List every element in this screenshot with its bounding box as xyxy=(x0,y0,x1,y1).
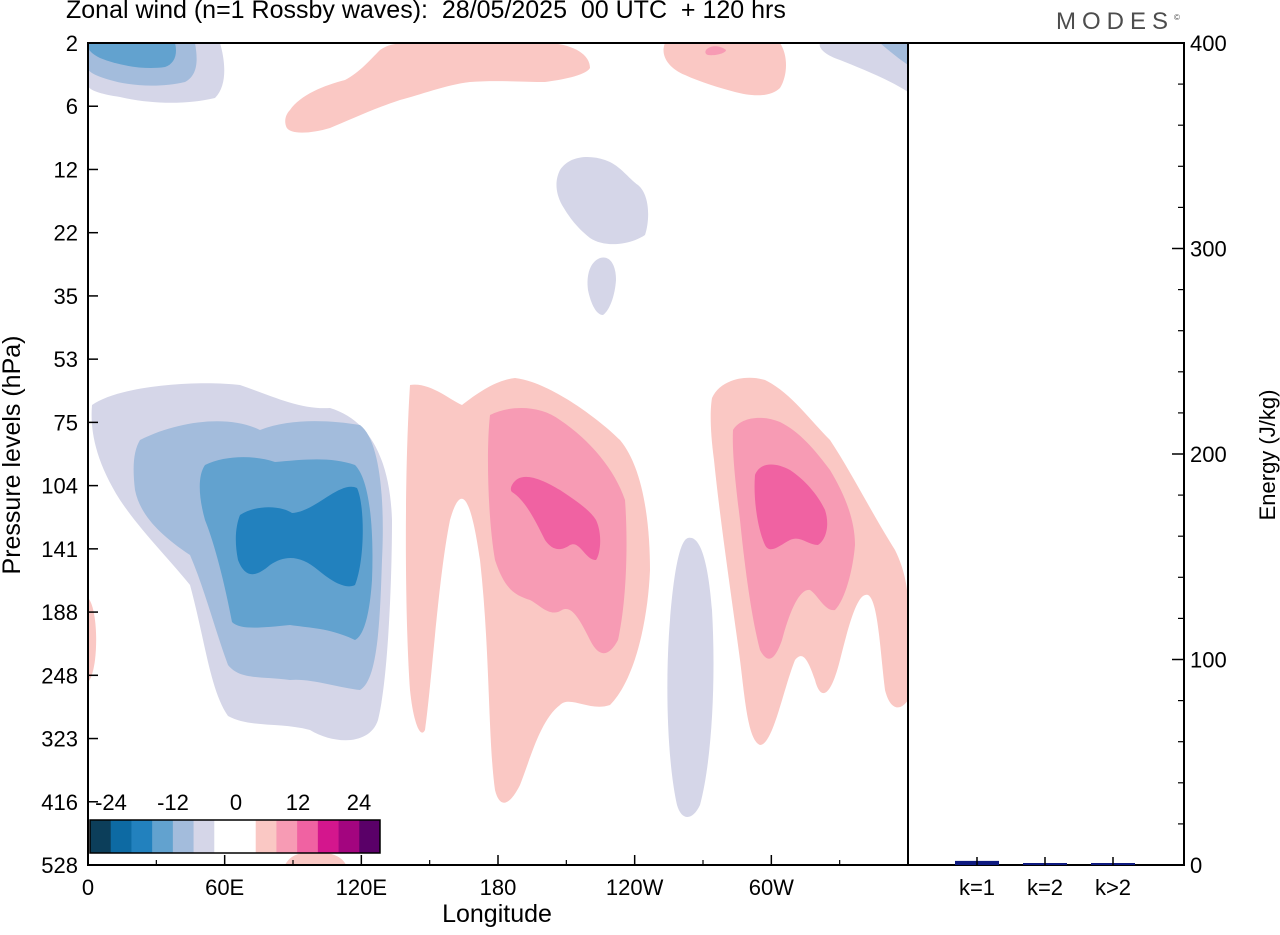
y-tick-label: 528 xyxy=(41,853,78,878)
colorbar-label: 0 xyxy=(230,790,242,815)
upper-neg-level-2 xyxy=(88,43,176,68)
y-tick-label: 248 xyxy=(41,663,78,688)
colorbar-swatch xyxy=(359,820,381,853)
colorbar-swatch xyxy=(297,820,319,853)
x-tick-label: 120W xyxy=(606,875,664,900)
x-tick-label: 60E xyxy=(205,875,244,900)
colorbar-swatch xyxy=(255,820,277,853)
contour-field xyxy=(88,43,908,865)
bottom-pos-shading xyxy=(285,852,346,865)
colorbar-swatch xyxy=(235,820,257,853)
chart-title: Zonal wind (n=1 Rossby waves): 28/05/202… xyxy=(66,0,786,24)
energy-tick-label: 300 xyxy=(1190,237,1227,262)
energy-bars: k=1 k=2 k>2 xyxy=(955,857,1135,900)
x-tick-label: 120E xyxy=(336,875,387,900)
y-tick-label: 104 xyxy=(41,474,78,499)
y-tick-label: 141 xyxy=(41,537,78,562)
colorbar-swatch xyxy=(338,820,360,853)
colorbar-swatch xyxy=(110,820,132,853)
y-tick-label: 6 xyxy=(66,94,78,119)
upper-right-neg-shading xyxy=(819,43,908,92)
colorbar-swatch xyxy=(90,820,112,853)
x-tick-label: 180 xyxy=(480,875,517,900)
energy-axis-label: Energy (J/kg) xyxy=(1255,390,1280,521)
x-axis: 0 60E 120E 180 120W 60W xyxy=(82,855,841,900)
y-tick-label: 323 xyxy=(41,727,78,752)
colorbar-label: 24 xyxy=(347,790,371,815)
colorbar-label: -24 xyxy=(95,790,127,815)
strat-neg-blob-2 xyxy=(587,257,616,315)
upper-pos-shading-2 xyxy=(663,43,786,96)
neg-column xyxy=(667,537,714,818)
pos-cell-1-level-2 xyxy=(510,476,601,560)
colorbar-label: 12 xyxy=(286,790,310,815)
colorbar-swatch xyxy=(276,820,298,853)
y-tick-label: 416 xyxy=(41,790,78,815)
x-tick-label: 60W xyxy=(749,875,794,900)
energy-category-label: k>2 xyxy=(1095,875,1131,900)
upper-right-neg-level-1 xyxy=(880,43,908,65)
energy-tick-label: 0 xyxy=(1190,853,1202,878)
y-tick-label: 12 xyxy=(54,157,78,182)
colorbar-swatch xyxy=(193,820,215,853)
x-axis-label: Longitude xyxy=(442,900,552,928)
upper-pos-level-1 xyxy=(705,46,726,56)
left-pos-shading xyxy=(88,598,97,682)
y-tick-label: 75 xyxy=(54,410,78,435)
energy-category-label: k=2 xyxy=(1027,875,1063,900)
energy-tick-label: 200 xyxy=(1190,442,1227,467)
colorbar-swatch xyxy=(172,820,194,853)
y-tick-label: 22 xyxy=(54,221,78,246)
y-axis: 2 6 12 22 35 53 75 104 141 188 248 323 416 528 xyxy=(41,31,98,878)
colorbar-frame xyxy=(89,819,381,854)
colorbar-swatch xyxy=(152,820,174,853)
y-tick-label: 2 xyxy=(66,31,78,56)
y-tick-label: 188 xyxy=(41,600,78,625)
brand-name: MODES xyxy=(1056,8,1175,35)
neg-cell-level-3 xyxy=(235,486,363,587)
colorbar-label: -12 xyxy=(157,790,189,815)
energy-category-label: k=1 xyxy=(959,875,995,900)
upper-pos-shading xyxy=(285,43,590,133)
colorbar-swatch xyxy=(131,820,153,853)
strat-neg-blob-1 xyxy=(556,157,649,245)
brand-mark: © xyxy=(1174,13,1180,22)
brand-logo: MODES© xyxy=(1056,8,1180,36)
pos-cell-2-level-2 xyxy=(754,464,828,550)
energy-plot-frame xyxy=(907,42,1185,866)
colorbar-swatch xyxy=(317,820,339,853)
colorbar: -24 -12 0 12 24 xyxy=(89,790,381,854)
energy-tick-label: 400 xyxy=(1190,31,1227,56)
energy-tick-label: 100 xyxy=(1190,648,1227,673)
y-tick-label: 53 xyxy=(54,347,78,372)
y-tick-label: 35 xyxy=(54,284,78,309)
colorbar-swatch xyxy=(214,820,236,853)
x-tick-label: 0 xyxy=(82,875,94,900)
y-axis-label: Pressure levels (hPa) xyxy=(0,336,26,575)
energy-axis: 0 100 200 300 400 xyxy=(1172,31,1227,878)
